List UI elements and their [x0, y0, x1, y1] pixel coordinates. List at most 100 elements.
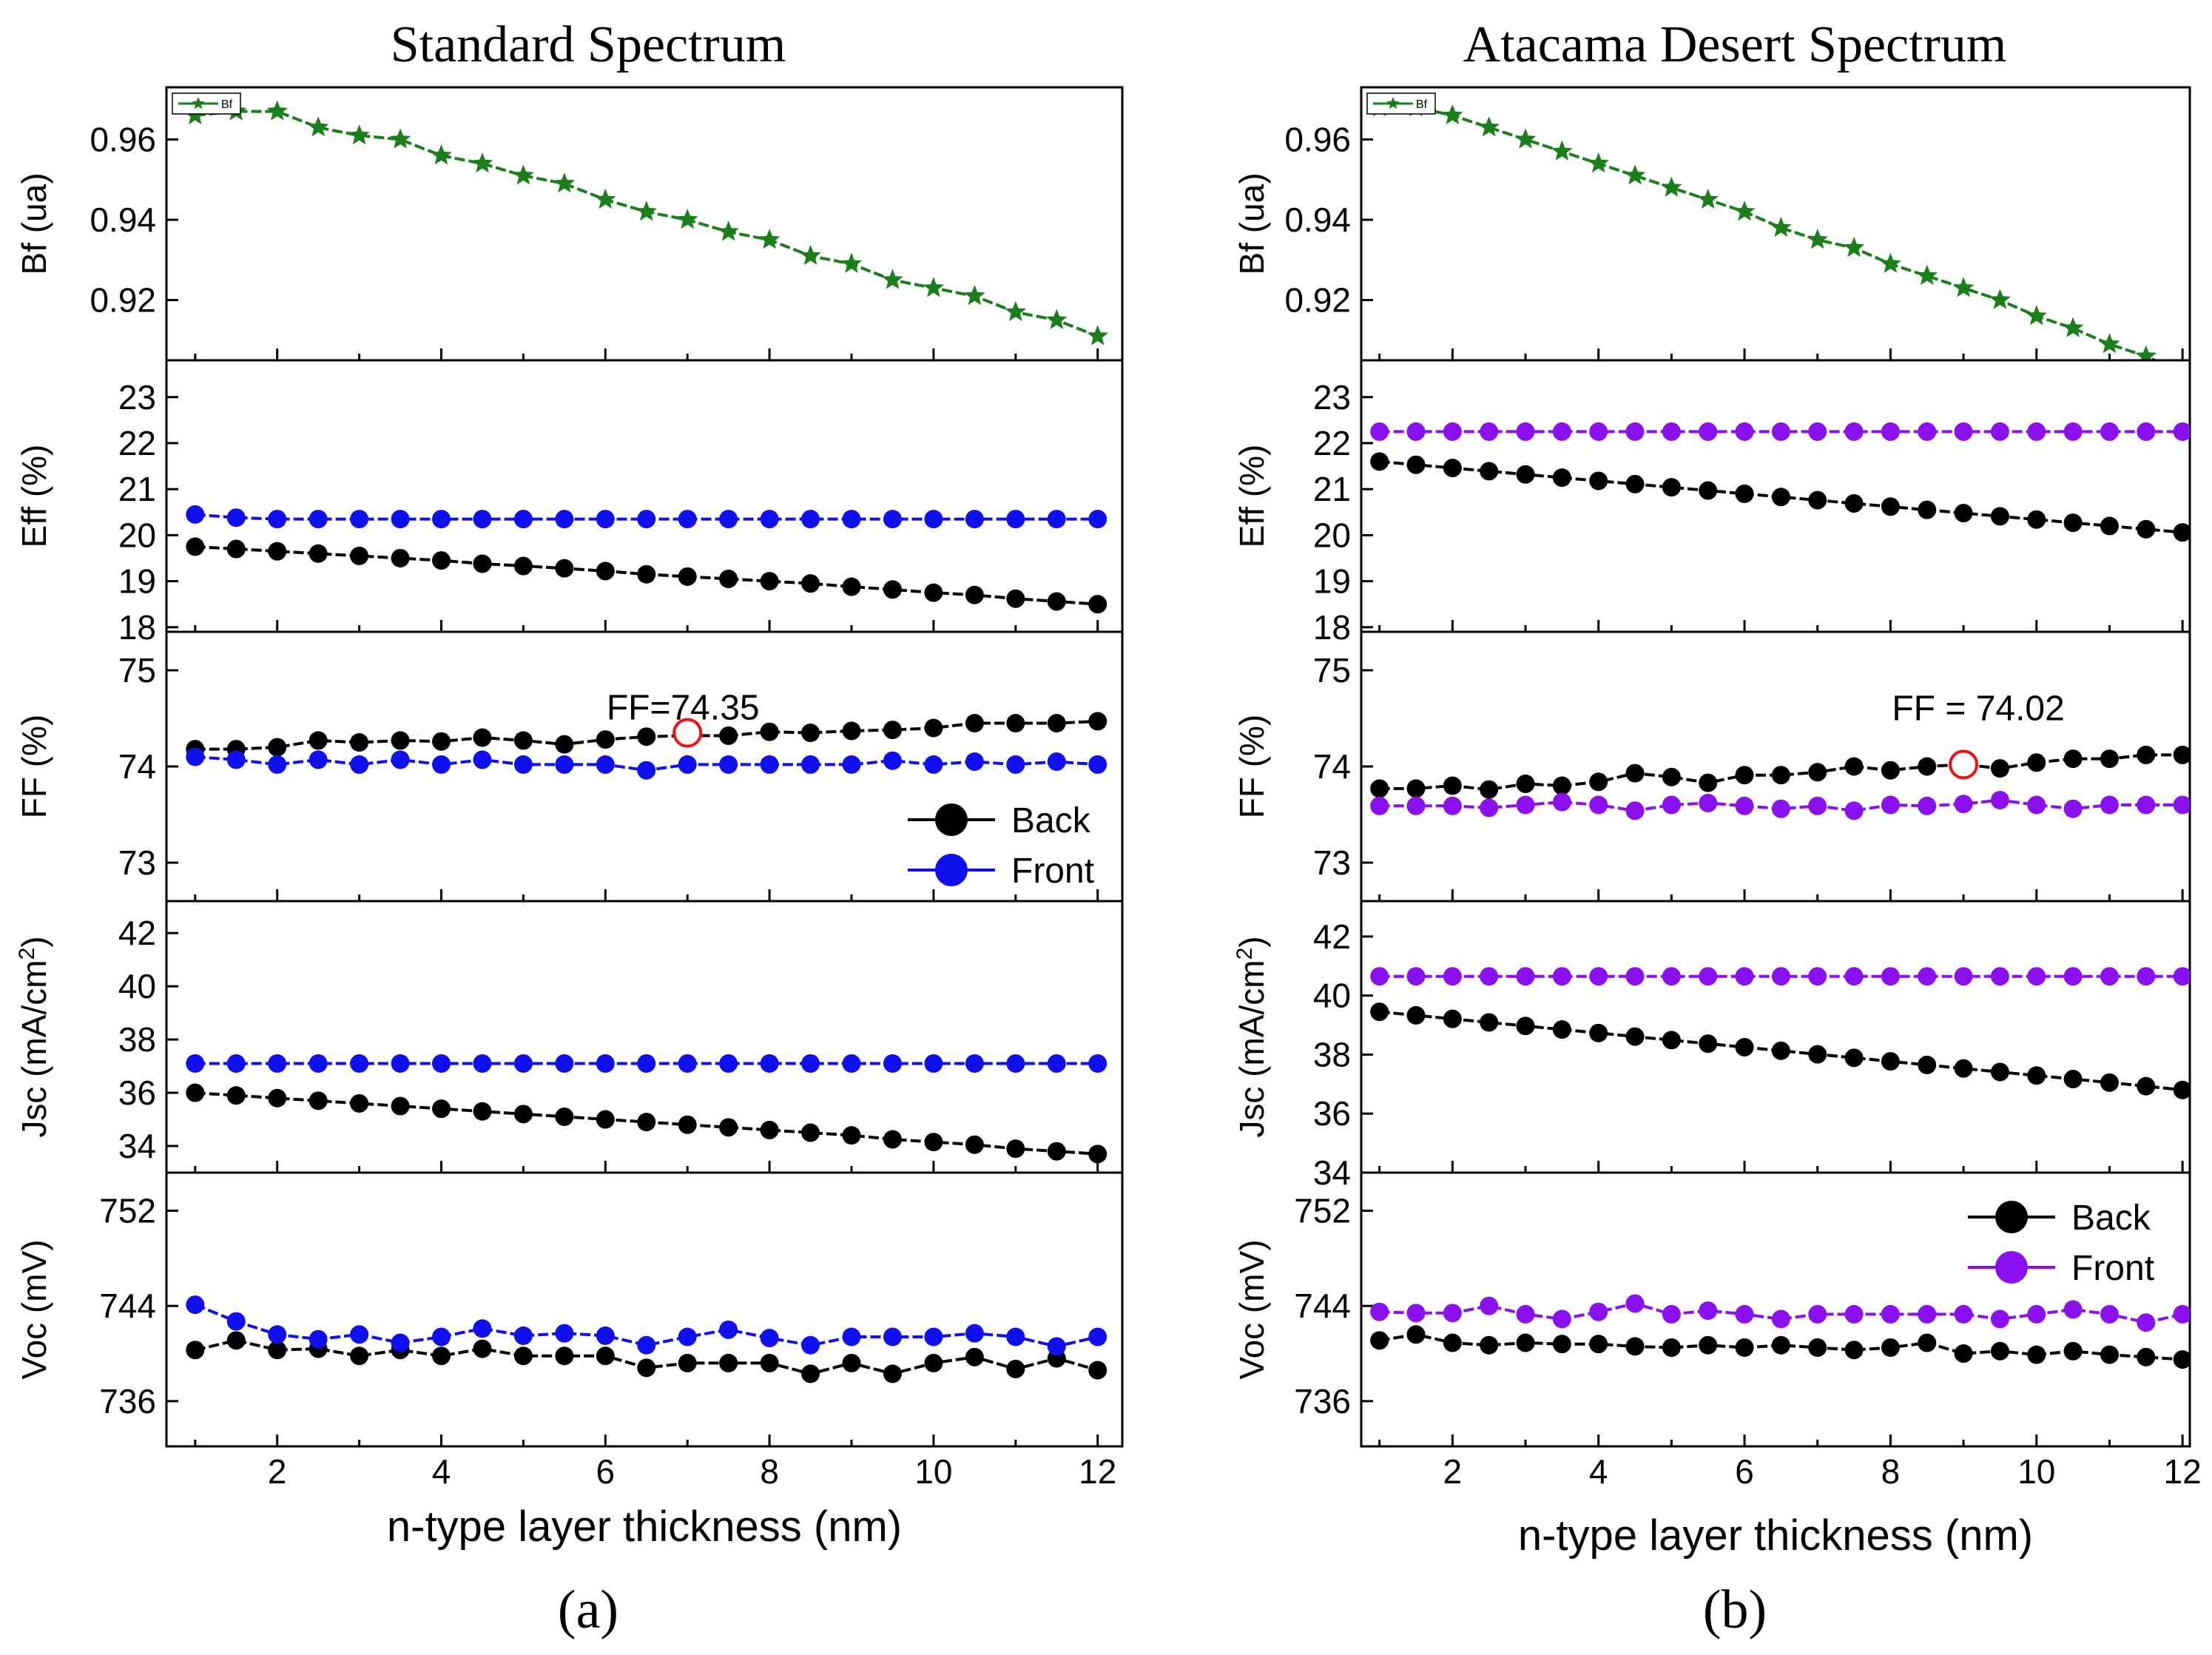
- panel-frame: [165, 1171, 1124, 1448]
- data-point: [718, 220, 739, 241]
- data-point: [1881, 1052, 1900, 1071]
- data-point: [1918, 500, 1937, 519]
- data-point: [1625, 764, 1645, 783]
- data-point: [2100, 1345, 2119, 1364]
- data-point: [2137, 422, 2156, 441]
- data-point: [1918, 757, 1937, 776]
- data-point: [555, 1346, 574, 1366]
- panel-b-2: 18 19 20 21 22 23 Eff (%): [1233, 359, 2191, 647]
- series-back: [1370, 1002, 2190, 1099]
- data-point: [2137, 1313, 2156, 1332]
- data-point: [1662, 1304, 1681, 1324]
- data-point: [2027, 1304, 2046, 1324]
- data-point: [1735, 1037, 1754, 1056]
- data-point: [1552, 468, 1571, 488]
- y-axis-label: Jsc (mA/cm2): [1233, 936, 1272, 1137]
- data-point: [1625, 801, 1645, 820]
- data-point: [1406, 1005, 1426, 1025]
- y-axis-label-end: ): [15, 936, 53, 947]
- data-point: [1047, 510, 1066, 529]
- y-tick-label: 38: [1313, 1035, 1351, 1073]
- data-point: [595, 188, 616, 209]
- data-point: [186, 537, 205, 556]
- data-point: [350, 546, 369, 565]
- data-point: [2100, 795, 2119, 815]
- data-point: [513, 1054, 533, 1073]
- data-point: [308, 750, 328, 769]
- data-point: [801, 574, 820, 593]
- data-point: [1406, 455, 1426, 474]
- legend: Back Front: [1968, 1199, 2154, 1288]
- data-point: [1370, 422, 1389, 441]
- data-point: [677, 209, 698, 229]
- panel-b-1: 0.92 0.94 0.96 Bf (ua) Bf: [1233, 86, 2191, 362]
- y-axis-label-sup: 2: [15, 948, 39, 960]
- data-point: [883, 751, 902, 770]
- y-tick-label: 34: [118, 1127, 156, 1165]
- data-point: [883, 1364, 902, 1383]
- data-point: [1006, 1327, 1025, 1346]
- data-point: [226, 1331, 246, 1350]
- data-point: [555, 1054, 574, 1073]
- x-tick-label: 8: [760, 1452, 779, 1491]
- data-point: [1990, 1341, 2009, 1361]
- data-point: [513, 755, 533, 774]
- data-point: [473, 510, 492, 529]
- data-point: [1699, 481, 1718, 500]
- y-axis-label: Eff (%): [15, 445, 53, 548]
- data-point: [678, 567, 697, 586]
- data-point: [2137, 1076, 2156, 1096]
- data-point: [1516, 795, 1535, 815]
- data-point: [1771, 422, 1790, 441]
- data-point: [883, 1130, 902, 1149]
- data-point: [2099, 333, 2120, 354]
- data-point: [1625, 967, 1645, 986]
- data-point: [1087, 325, 1108, 346]
- data-point: [965, 510, 984, 529]
- data-point: [760, 572, 779, 591]
- data-point: [1005, 300, 1027, 321]
- data-point: [2137, 519, 2156, 539]
- y-tick-label: 0.94: [90, 200, 156, 239]
- data-point: [1047, 1054, 1066, 1073]
- data-point: [432, 1346, 451, 1366]
- data-point: [1918, 1333, 1937, 1352]
- data-point: [473, 750, 492, 769]
- data-point: [473, 1102, 492, 1121]
- legend: Bf: [1366, 92, 1436, 115]
- data-point: [391, 1054, 410, 1073]
- data-point: [1588, 152, 1609, 173]
- data-point: [842, 1054, 861, 1073]
- y-axis-label-end: ): [1233, 936, 1271, 947]
- data-point: [1516, 465, 1535, 484]
- x-tick-label: 2: [1443, 1452, 1463, 1491]
- data-point: [1516, 1304, 1535, 1324]
- series-front: [186, 1054, 1107, 1073]
- data-point: [553, 172, 576, 193]
- data-point: [513, 164, 534, 185]
- data-point: [432, 1327, 451, 1346]
- data-point: [2063, 799, 2083, 818]
- data-point: [801, 755, 820, 774]
- data-point: [308, 1329, 328, 1349]
- data-point: [1881, 497, 1900, 516]
- legend: Back Front: [908, 801, 1094, 891]
- data-point: [1844, 422, 1864, 441]
- legend-label: Back: [1011, 801, 1091, 840]
- series-back: [186, 1331, 1107, 1383]
- data-point: [596, 1346, 615, 1366]
- y-tick-label: 38: [118, 1020, 156, 1059]
- chart-title-b: Atacama Desert Spectrum: [1463, 16, 2007, 73]
- data-point: [513, 510, 533, 529]
- data-point: [1370, 796, 1389, 815]
- data-point: [1733, 200, 1756, 221]
- data-point: [1771, 1309, 1790, 1329]
- data-point: [2027, 510, 2046, 529]
- data-point: [883, 721, 902, 740]
- y-axis-label: Eff (%): [1233, 445, 1271, 548]
- data-point: [1443, 796, 1462, 815]
- data-point: [1589, 1302, 1608, 1321]
- data-point: [1552, 1309, 1571, 1329]
- data-point: [965, 752, 984, 771]
- y-tick-label: 21: [118, 470, 156, 508]
